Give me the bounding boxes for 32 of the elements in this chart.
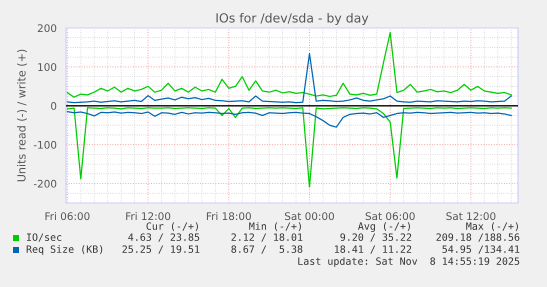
- text: Min (-/+): [249, 222, 301, 232]
- y-tick-label: -100: [34, 140, 56, 149]
- text: Avg (-/+): [358, 222, 410, 232]
- y-tick-label: 200: [38, 24, 56, 32]
- line-series: [66, 53, 512, 104]
- x-tick-label: Fri 18:00: [206, 212, 251, 220]
- text: 25.25 / 19.51: [122, 245, 200, 254]
- text: 9.20 / 35.22: [340, 233, 412, 242]
- x-tick-label: Sat 12:00: [446, 212, 496, 220]
- line-series: [66, 110, 512, 128]
- y-tick-label: -200: [34, 180, 56, 188]
- x-tick-label: Sat 00:00: [284, 212, 334, 220]
- chart-title: IOs for /dev/sda - by day: [216, 12, 368, 26]
- y-axis-title: Units read (-) / write (+): [17, 50, 27, 182]
- text: 18.41 / 11.22: [334, 245, 412, 254]
- x-tick-label: Fri 12:00: [126, 212, 170, 220]
- x-tick-label: Fri 06:00: [45, 212, 90, 220]
- line-series: [66, 107, 512, 188]
- text: Last update: Sat Nov 8 14:55:19 2025: [298, 257, 520, 267]
- text: 4.63 / 23.85: [128, 233, 200, 242]
- text: 54.95 /134.41: [442, 245, 520, 254]
- text: Max (-/+): [466, 222, 518, 232]
- y-tick-label: 0: [51, 102, 56, 110]
- x-tick-label: Sat 06:00: [366, 212, 415, 220]
- legend-label: IO/sec: [26, 233, 62, 242]
- text: Cur (-/+): [146, 222, 198, 232]
- text: 209.18 /188.56: [436, 233, 520, 242]
- line-series: [66, 32, 512, 98]
- y-tick-label: 100: [38, 63, 56, 71]
- text: 2.12 / 18.01: [232, 233, 302, 242]
- text: 8.67 / 5.38: [231, 245, 302, 254]
- legend-label: Req Size (KB): [26, 245, 102, 255]
